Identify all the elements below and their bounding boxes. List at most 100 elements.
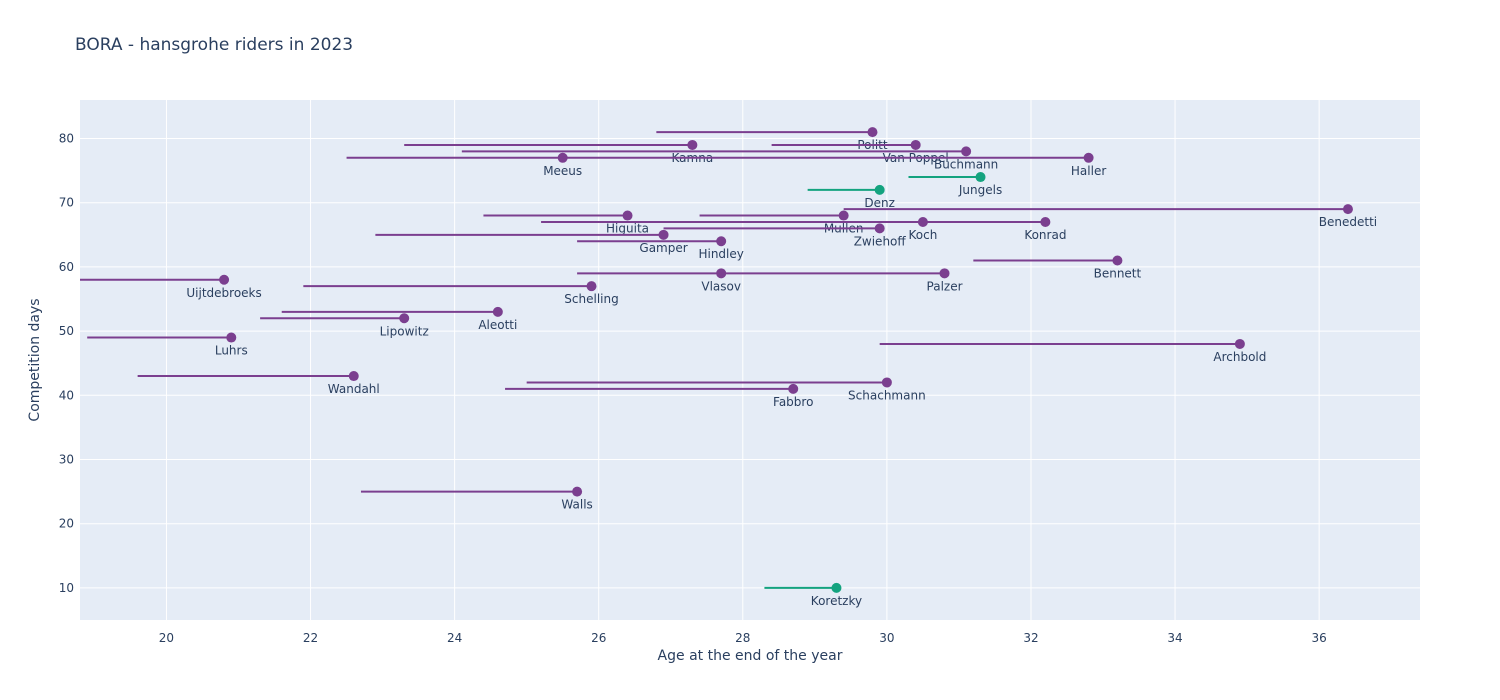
rider-label: Luhrs [215, 344, 248, 358]
rider-wandahl: Wandahl [137, 371, 380, 396]
rider-konrad: Konrad [922, 216, 1066, 242]
y-axis-title: Competition days [27, 298, 43, 421]
x-tick-label: 26 [591, 631, 606, 645]
rider-label: Higuita [606, 222, 649, 236]
y-tick-label: 20 [59, 517, 74, 531]
rider-point[interactable] [716, 236, 727, 247]
rider-point[interactable] [874, 184, 885, 195]
rider-label: Schachmann [848, 388, 926, 402]
rider-bennett: Bennett [973, 255, 1142, 280]
y-tick-label: 40 [59, 388, 74, 402]
rider-schelling: Schelling [303, 281, 619, 306]
rider-point[interactable] [1234, 338, 1245, 349]
rider-point[interactable] [881, 377, 892, 388]
rider-point[interactable] [831, 582, 842, 593]
x-tick-label: 20 [159, 631, 174, 645]
rider-point[interactable] [788, 383, 799, 394]
rider-point[interactable] [399, 313, 410, 324]
rider-meeus: Meeus [346, 152, 582, 178]
rider-point[interactable] [1112, 255, 1123, 266]
rider-label: Zwiehoff [854, 234, 907, 248]
y-tick-label: 50 [59, 324, 74, 338]
grid [80, 100, 1420, 620]
rider-label: Buchmann [934, 157, 998, 171]
rider-point[interactable] [939, 268, 950, 279]
x-tick-label: 30 [879, 631, 894, 645]
rider-label: Meeus [543, 164, 582, 178]
rider-fabbro: Fabbro [505, 383, 813, 409]
rider-point[interactable] [961, 146, 972, 157]
rider-label: Lipowitz [380, 324, 429, 338]
rider-point[interactable] [838, 210, 849, 221]
rider-point[interactable] [1040, 216, 1051, 227]
rider-label: Konrad [1024, 228, 1066, 242]
rider-label: Vlasov [701, 279, 741, 293]
rider-koretzky: Koretzky [764, 582, 862, 608]
rider-label: Schelling [564, 292, 618, 306]
rider-label: Aleotti [478, 318, 517, 332]
rider-haller: Haller [562, 152, 1106, 178]
rider-denz: Denz [807, 184, 895, 210]
rider-point[interactable] [910, 139, 921, 150]
rider-label: Archbold [1213, 350, 1266, 364]
rider-zwiehoff: Zwiehoff [663, 223, 907, 248]
rider-label: Koch [908, 228, 937, 242]
y-tick-label: 10 [59, 581, 74, 595]
rider-label: Gamper [639, 241, 687, 255]
y-tick-label: 60 [59, 260, 74, 274]
rider-uijtdebroeks: Uijtdebroeks [80, 274, 262, 300]
rider-point[interactable] [586, 281, 597, 292]
rider-archbold: Archbold [879, 338, 1266, 364]
y-axis-ticks: 10 20 30 40 50 60 70 80 [59, 132, 74, 595]
rider-point[interactable] [622, 210, 633, 221]
rider-palzer: Palzer [721, 268, 963, 293]
rider-point[interactable] [874, 223, 885, 234]
rider-label: Koretzky [811, 594, 862, 608]
x-tick-label: 24 [447, 631, 462, 645]
rider-jungels: Jungels [908, 172, 1002, 197]
rider-luhrs: Luhrs [87, 332, 248, 358]
rider-point[interactable] [1083, 152, 1094, 163]
rider-lipowitz: Lipowitz [260, 313, 429, 338]
rider-point[interactable] [226, 332, 237, 343]
rider-higuita: Higuita [483, 210, 649, 236]
x-tick-label: 32 [1023, 631, 1038, 645]
x-axis-ticks: 20 22 24 26 28 30 32 34 36 [159, 631, 1327, 645]
rider-label: Benedetti [1319, 215, 1377, 229]
rider-point[interactable] [492, 306, 503, 317]
rider-label: Jungels [958, 183, 1002, 197]
y-tick-label: 30 [59, 453, 74, 467]
rider-point[interactable] [975, 172, 986, 183]
rider-point[interactable] [687, 139, 698, 150]
rider-schachmann: Schachmann [526, 377, 926, 402]
rider-hindley: Hindley [577, 236, 744, 261]
rider-label: Bennett [1094, 266, 1142, 280]
y-tick-label: 70 [59, 196, 74, 210]
rider-label: Uijtdebroeks [186, 286, 261, 300]
plot-area [80, 100, 1420, 620]
x-tick-label: 28 [735, 631, 750, 645]
rider-gamper: Gamper [375, 229, 688, 255]
rider-benedetti: Benedetti [843, 204, 1377, 229]
rider-buchmann: Buchmann [461, 146, 998, 171]
rider-label: Palzer [927, 279, 963, 293]
chart-title: BORA - hansgrohe riders in 2023 [75, 35, 353, 55]
rider-point[interactable] [1342, 204, 1353, 215]
rider-point[interactable] [658, 229, 669, 240]
rider-point[interactable] [867, 127, 878, 138]
x-axis-title: Age at the end of the year [658, 648, 843, 664]
x-tick-label: 34 [1167, 631, 1182, 645]
rider-label: Wandahl [328, 382, 380, 396]
rider-point[interactable] [348, 371, 359, 382]
rider-walls: Walls [360, 486, 593, 512]
rider-point[interactable] [572, 486, 583, 497]
rider-label: Walls [561, 498, 592, 512]
x-tick-label: 22 [303, 631, 318, 645]
rider-label: Hindley [698, 247, 743, 261]
rider-label: Haller [1071, 164, 1106, 178]
rider-point[interactable] [219, 274, 230, 285]
x-tick-label: 36 [1311, 631, 1326, 645]
rider-aleotti: Aleotti [281, 306, 517, 332]
